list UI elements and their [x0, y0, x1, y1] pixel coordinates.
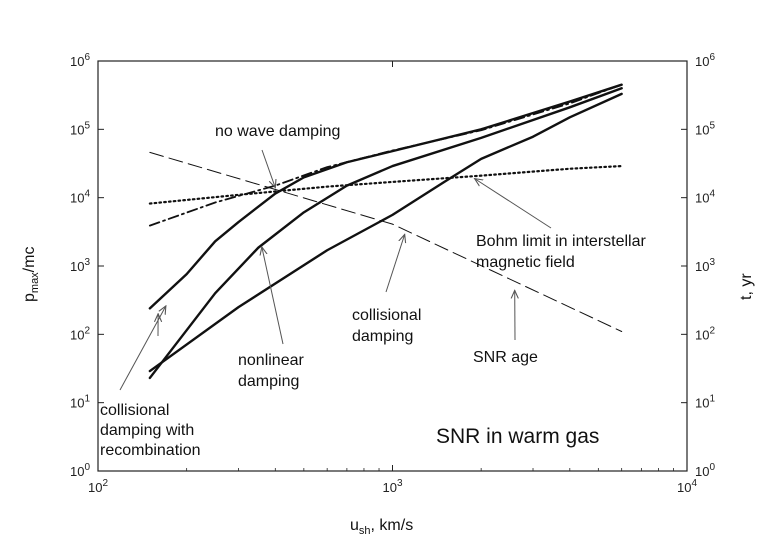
- annotation-arrow-collisional-damping: [385, 234, 405, 293]
- y-tick-label: 103: [70, 257, 90, 274]
- annotation-arrow-no-wave-damping: [261, 149, 275, 188]
- series-lines: [148, 83, 623, 380]
- annotations: no wave damping Bohm limit in interstella…: [100, 123, 647, 459]
- x-tick-label: 104: [677, 478, 697, 495]
- x-tick-label-exp: 3: [397, 478, 403, 489]
- x-tick-label-base: 10: [88, 480, 102, 495]
- annotation-line: damping with: [100, 422, 194, 439]
- series-snr-age: [149, 151, 623, 332]
- y-tick-label-base: 10: [70, 396, 84, 411]
- annotation-no-wave-damping: no wave damping: [215, 123, 340, 140]
- annotation-line: no wave damping: [215, 123, 340, 140]
- annotation-collisional-damping-with-recombination: collisional damping with recombination: [100, 402, 201, 459]
- x-tick-label: 102: [88, 478, 108, 495]
- y-tick-label-exp: 5: [84, 120, 90, 131]
- annotation-collisional-damping: collisional damping: [352, 307, 421, 345]
- x-axis-label-sub: sh: [359, 525, 371, 537]
- y-tick-label: 102: [70, 325, 90, 342]
- y-tick-label-base: 10: [70, 191, 84, 206]
- series-bohm-limit: [148, 164, 623, 205]
- x-axis-label: ush, km/s: [350, 517, 413, 537]
- series-collisional-damping-with-recombination: [148, 83, 623, 310]
- y-right-tick-label-exp: 1: [709, 394, 715, 405]
- y-right-tick-label: 105: [695, 120, 715, 137]
- annotation-bohm-limit: Bohm limit in interstellar magnetic field: [476, 233, 647, 271]
- annotation-line: recombination: [100, 442, 201, 459]
- y-right-tick-label: 101: [695, 394, 715, 411]
- x-axis-label-rest: , km/s: [371, 517, 414, 534]
- y-tick-label-base: 10: [70, 464, 84, 479]
- y-right-tick-label-base: 10: [695, 259, 709, 274]
- y-tick-label: 104: [70, 189, 90, 206]
- y-tick-label-base: 10: [70, 122, 84, 137]
- y-axis-label-left-rest: /mc: [21, 247, 38, 273]
- y-tick-label: 101: [70, 394, 90, 411]
- annotation-line: damping: [352, 328, 413, 345]
- y-tick-label-exp: 3: [84, 257, 90, 268]
- y-right-tick-label: 100: [695, 462, 715, 479]
- annotation-line: Bohm limit in interstellar: [476, 233, 647, 250]
- y-axis-label-left-main: p: [21, 293, 38, 302]
- annotation-line: nonlinear: [238, 352, 305, 369]
- y-tick-label-base: 10: [70, 259, 84, 274]
- annotation-line: magnetic field: [476, 254, 575, 271]
- x-tick-label-exp: 2: [102, 478, 108, 489]
- y-tick-label-base: 10: [70, 54, 84, 69]
- y-right-tick-label-base: 10: [695, 327, 709, 342]
- y-tick-label-base: 10: [70, 327, 84, 342]
- annotation-snr-age: SNR age: [473, 349, 538, 366]
- y-right-tick-label-base: 10: [695, 464, 709, 479]
- annotation-line: collisional: [100, 402, 169, 419]
- y-right-tick-label-base: 10: [695, 396, 709, 411]
- x-tick-label: 103: [382, 478, 402, 495]
- annotation-arrow-bohm-limit: [475, 179, 552, 229]
- y-right-tick-label-exp: 4: [709, 189, 715, 200]
- y-right-tick-label-exp: 6: [709, 52, 715, 63]
- y-tick-label: 105: [70, 120, 90, 137]
- annotation-arrow-collisional-damping-with-recombination: [119, 306, 166, 391]
- x-axis-label-main: u: [350, 517, 359, 534]
- y-right-tick-label: 104: [695, 189, 715, 206]
- y-right-tick-label-exp: 0: [709, 462, 715, 473]
- y-right-tick-label-exp: 5: [709, 120, 715, 131]
- chart-title: SNR in warm gas: [436, 425, 599, 448]
- y-tick-label-exp: 4: [84, 189, 90, 200]
- y-right-tick-label-exp: 2: [709, 325, 715, 336]
- annotation-line: SNR age: [473, 349, 538, 366]
- y-right-tick-label: 106: [695, 52, 715, 69]
- y-axis-label-left-sub: max: [29, 272, 41, 293]
- plot-frame: [97, 60, 688, 472]
- annotation-line: collisional: [352, 307, 421, 324]
- y-right-tick-label-base: 10: [695, 54, 709, 69]
- x-tick-label-base: 10: [677, 480, 691, 495]
- y-tick-label-exp: 2: [84, 325, 90, 336]
- y-axis-label-left: pmax/mc: [21, 247, 41, 302]
- y-axis-label-right: t, yr: [738, 273, 755, 300]
- series-no-wave-damping: [148, 83, 623, 227]
- annotation-arrow-nonlinear-damping: [262, 247, 284, 345]
- annotation-nonlinear-damping: nonlinear damping: [238, 352, 305, 390]
- y-right-tick-label: 102: [695, 325, 715, 342]
- series-collisional-damping: [148, 92, 623, 373]
- y-right-tick-label-base: 10: [695, 122, 709, 137]
- y-right-tick-label-base: 10: [695, 191, 709, 206]
- y-right-tick-label: 103: [695, 257, 715, 274]
- y-tick-label-exp: 0: [84, 462, 90, 473]
- y-tick-label: 106: [70, 52, 90, 69]
- annotation-line: damping: [238, 373, 299, 390]
- y-tick-label-exp: 1: [84, 394, 90, 405]
- y-tick-label: 100: [70, 462, 90, 479]
- x-tick-label-base: 10: [382, 480, 396, 495]
- y-right-tick-label-exp: 3: [709, 257, 715, 268]
- x-tick-label-exp: 4: [691, 478, 697, 489]
- y-tick-label-exp: 6: [84, 52, 90, 63]
